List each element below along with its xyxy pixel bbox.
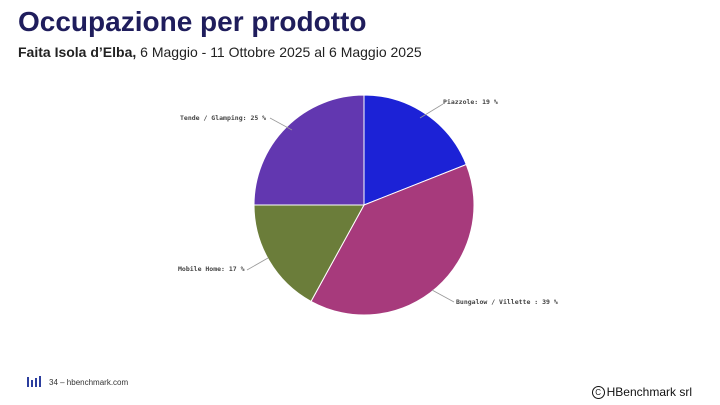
slice-bungalow-villette	[310, 163, 475, 316]
copyright-text: HBenchmark srl	[606, 385, 692, 399]
copyright-notice: C HBenchmark srl	[591, 385, 692, 399]
slice-label: Bungalow / Villette : 39 %	[456, 298, 558, 306]
subtitle-period: 6 Maggio - 11 Ottobre 2025 al 6 Maggio 2…	[136, 44, 422, 60]
page-subtitle: Faita Isola d’Elba, 6 Maggio - 11 Ottobr…	[18, 44, 422, 60]
slice-label: Piazzole: 19 %	[443, 98, 498, 106]
footer-page-ref: 34 – hbenchmark.com	[27, 376, 128, 388]
slice-tende-glamping	[253, 94, 365, 206]
slice-label: Mobile Home: 17 %	[178, 265, 245, 273]
leader-line	[431, 289, 455, 303]
leader-line	[419, 103, 444, 119]
leader-line	[246, 257, 269, 271]
copyright-icon: C	[591, 385, 605, 399]
leader-line	[269, 117, 293, 131]
slice-mobile-home	[253, 204, 365, 303]
page-title: Occupazione per prodotto	[18, 6, 367, 37]
subtitle-location: Faita Isola d’Elba,	[18, 44, 137, 60]
hbenchmark-logo-icon	[27, 376, 41, 387]
slice-label: Tende / Glamping: 25 %	[180, 114, 266, 122]
footer-page-text: 34 – hbenchmark.com	[49, 377, 129, 387]
